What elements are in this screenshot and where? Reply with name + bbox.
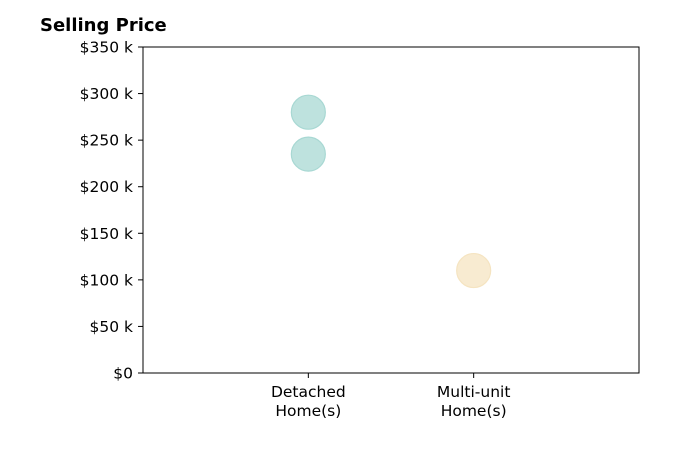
y-tick-label: $150 k bbox=[80, 225, 133, 243]
x-tick-label: Detached bbox=[271, 383, 346, 401]
y-tick-label: $350 k bbox=[80, 39, 133, 57]
y-tick-label: $300 k bbox=[80, 85, 133, 103]
x-tick-label: Multi-unit bbox=[437, 383, 511, 401]
data-point bbox=[290, 94, 326, 130]
x-tick-label: Home(s) bbox=[441, 402, 507, 420]
plot-area: $0 $50 k $100 k $150 k $200 k $250 k $300 k $35… bbox=[80, 39, 640, 420]
axes-frame bbox=[142, 46, 640, 374]
chart-title: Selling Price bbox=[40, 15, 167, 36]
y-tick-label: $100 k bbox=[80, 271, 133, 289]
data-point bbox=[456, 252, 492, 289]
x-tick-label: Home(s) bbox=[275, 402, 341, 420]
y-tick-label: $200 k bbox=[80, 178, 133, 196]
y-tick-label: $50 k bbox=[90, 318, 134, 336]
y-tick-label: $0 bbox=[113, 365, 133, 383]
y-tick-label: $250 k bbox=[80, 132, 133, 150]
data-point bbox=[290, 136, 326, 172]
